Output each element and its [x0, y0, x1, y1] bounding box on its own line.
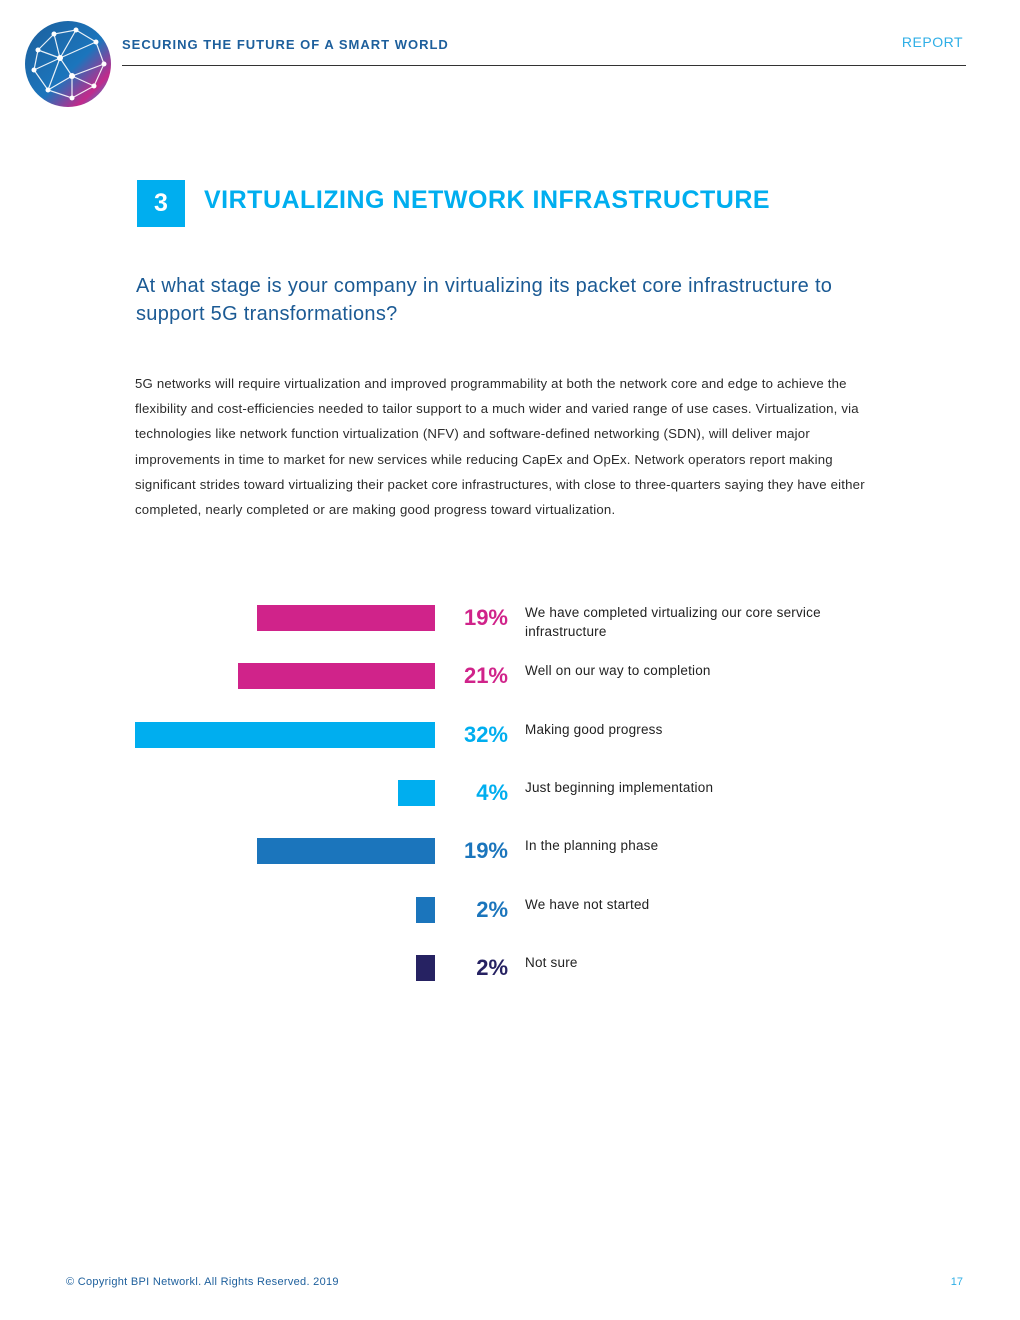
bar-value-label: 19%: [463, 605, 508, 630]
section-title: VIRTUALIZING NETWORK INFRASTRUCTURE: [204, 186, 771, 214]
bar-category-label: Well on our way to completion: [525, 663, 711, 679]
header-divider: [122, 65, 966, 66]
bar-1: [256, 605, 435, 631]
globe-logo-icon: [25, 21, 111, 107]
bar-category-label: We have completed virtualizing our core …: [525, 605, 821, 639]
bar-3: [135, 721, 435, 748]
bar-5: [256, 838, 435, 865]
bar-category-label: Just beginning implementation: [525, 779, 714, 795]
page-number: 17: [950, 1276, 963, 1288]
bar-value-label: 21%: [463, 663, 508, 689]
section-number-badge: 3: [137, 180, 185, 227]
bar-category-label: We have not started: [525, 896, 650, 912]
bar-6: [416, 896, 435, 923]
bar-2: [238, 663, 435, 690]
survey-question: At what stage is your company in virtual…: [136, 275, 833, 325]
footer-copyright: © Copyright BPI Networkl. All Rights Res…: [66, 1276, 339, 1288]
bar-category-label: Making good progress: [525, 721, 663, 737]
header-title: SECURING THE FUTURE OF A SMART WORLD: [122, 37, 449, 52]
bar-category-label: Not sure: [525, 954, 578, 970]
header-report-tag: REPORT: [901, 34, 963, 50]
bar-value-label: 2%: [476, 896, 508, 922]
bar-value-label: 32%: [463, 721, 508, 747]
body-paragraph: 5G networks will require virtualization …: [135, 376, 865, 518]
bar-value-label: 2%: [476, 954, 508, 980]
bar-7: [416, 954, 435, 981]
bar-value-label: 4%: [476, 779, 508, 805]
bar-4: [397, 779, 435, 806]
bar-value-label: 19%: [463, 838, 508, 864]
bar-category-label: In the planning phase: [525, 838, 659, 854]
